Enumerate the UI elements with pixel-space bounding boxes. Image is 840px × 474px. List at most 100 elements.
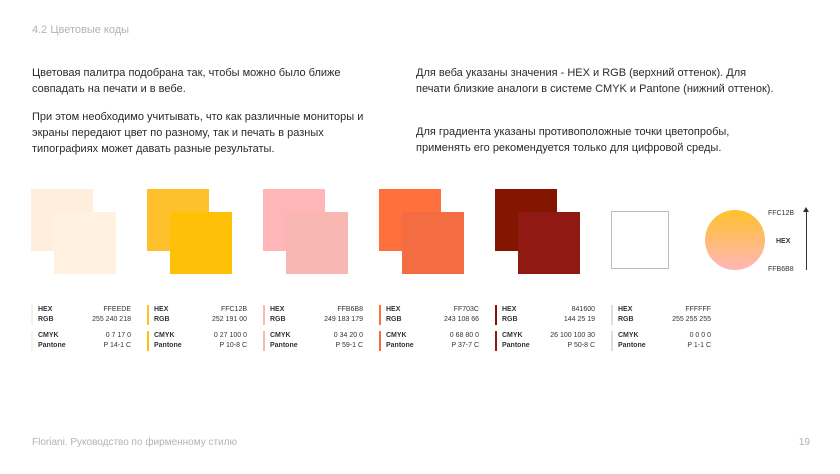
pantone-value: P 14-1 C	[103, 342, 132, 349]
cmyk-value: 0 34 20 0	[333, 332, 363, 339]
print-color-bar	[147, 331, 149, 351]
intro-paragraph-4: Для градиента указаны противоположные то…	[416, 126, 730, 154]
rgb-label: RGB	[502, 316, 518, 323]
page-number: 19	[798, 437, 810, 448]
rgb-label: RGB	[386, 316, 402, 323]
gradient-top-label: FFC12B	[768, 210, 795, 217]
color-swatch-4	[379, 189, 495, 279]
rgb-value: 255 255 255	[672, 316, 711, 323]
cmyk-label: CMYK	[154, 332, 175, 339]
rgb-label: RGB	[38, 316, 54, 323]
pantone-value: P 10-8 C	[219, 342, 248, 349]
web-color-bar	[379, 305, 381, 325]
print-color-bar	[379, 331, 381, 351]
pantone-value: P 50-8 C	[567, 342, 596, 349]
web-values: HEX FFEEDE RGB 255 240 218	[31, 305, 131, 325]
hex-value: FFEEDE	[103, 306, 131, 313]
print-values: CMYK 26 100 100 30 Pantone P 50-8 C	[495, 331, 595, 351]
gradient-circle	[705, 210, 765, 270]
pantone-label: Pantone	[386, 342, 414, 349]
rgb-label: RGB	[270, 316, 286, 323]
rgb-value: 255 240 218	[92, 316, 131, 323]
hex-label: HEX	[154, 306, 169, 313]
intro-paragraph-3: Для веба указаны значения - HEX и RGB (в…	[416, 67, 774, 95]
color-info-6: HEX FFFFFF RGB 255 255 255 CMYK 0 0 0 0 Pan…	[611, 305, 711, 351]
color-swatch-5	[495, 189, 611, 279]
print-values: CMYK 0 34 20 0 Pantone P 59-1 C	[263, 331, 363, 351]
swatch-print-shade	[170, 212, 232, 274]
cmyk-label: CMYK	[502, 332, 523, 339]
hex-value: FFB6B8	[337, 306, 363, 313]
web-color-bar	[495, 305, 497, 325]
hex-label: HEX	[386, 306, 401, 313]
print-values: CMYK 0 0 0 0 Pantone P 1-1 C	[611, 331, 711, 351]
web-values: HEX FF703C RGB 243 108 66	[379, 305, 479, 325]
section-title: 4.2 Цветовые коды	[32, 24, 130, 36]
cmyk-value: 0 0 0 0	[689, 332, 711, 339]
pantone-value: P 37-7 C	[451, 342, 480, 349]
hex-label: HEX	[502, 306, 517, 313]
intro-paragraph-1: Цветовая палитра подобрана так, чтобы мо…	[32, 67, 341, 95]
hex-label: HEX	[618, 306, 633, 313]
pantone-label: Pantone	[38, 342, 66, 349]
swatch-print-shade	[402, 212, 464, 274]
web-values: HEX FFB6B8 RGB 249 183 179	[263, 305, 363, 325]
hex-value: FFC12B	[220, 306, 247, 313]
rgb-value: 144 25 19	[563, 316, 595, 323]
hex-value: FF703C	[453, 306, 479, 313]
pantone-label: Pantone	[270, 342, 298, 349]
cmyk-label: CMYK	[618, 332, 639, 339]
pantone-label: Pantone	[502, 342, 530, 349]
rgb-value: 252 191 00	[211, 316, 247, 323]
cmyk-label: CMYK	[38, 332, 59, 339]
gradient-mid-label: HEX	[776, 238, 791, 245]
color-info-4: HEX FF703C RGB 243 108 66 CMYK 0 68 80 0 Pa…	[379, 305, 479, 351]
pantone-value: P 59-1 C	[335, 342, 364, 349]
color-swatch-3	[263, 189, 379, 279]
print-color-bar	[31, 331, 33, 351]
rgb-label: RGB	[154, 316, 170, 323]
pantone-value: P 1-1 C	[687, 342, 711, 349]
cmyk-value: 0 27 100 0	[213, 332, 247, 339]
web-values: HEX FFFFFF RGB 255 255 255	[611, 305, 711, 325]
hex-value: 841600	[571, 306, 595, 313]
print-color-bar	[495, 331, 497, 351]
print-color-bar	[611, 331, 613, 351]
swatch-print-shade	[286, 212, 348, 274]
pantone-label: Pantone	[154, 342, 182, 349]
print-values: CMYK 0 7 17 0 Pantone P 14-1 C	[31, 331, 131, 351]
swatch-print-shade	[518, 212, 580, 274]
color-info-1: HEX FFEEDE RGB 255 240 218 CMYK 0 7 17 0 Pa…	[31, 305, 131, 351]
web-color-bar	[611, 305, 613, 325]
cmyk-label: CMYK	[270, 332, 291, 339]
color-info-5: HEX 841600 RGB 144 25 19 CMYK 26 100 100 30…	[495, 305, 595, 351]
cmyk-value: 26 100 100 30	[550, 332, 595, 339]
web-values: HEX 841600 RGB 144 25 19	[495, 305, 595, 325]
rgb-value: 243 108 66	[443, 316, 479, 323]
web-color-bar	[263, 305, 265, 325]
color-swatch-6	[611, 189, 727, 279]
arrow-up-icon	[803, 207, 809, 212]
web-color-bar	[147, 305, 149, 325]
hex-value: FFFFFF	[685, 306, 711, 313]
cmyk-label: CMYK	[386, 332, 407, 339]
color-info-3: HEX FFB6B8 RGB 249 183 179 CMYK 0 34 20 0 P…	[263, 305, 363, 351]
color-swatch-2	[147, 189, 263, 279]
hex-label: HEX	[38, 306, 53, 313]
web-color-bar	[31, 305, 33, 325]
rgb-label: RGB	[618, 316, 634, 323]
web-values: HEX FFC12B RGB 252 191 00	[147, 305, 247, 325]
pantone-label: Pantone	[618, 342, 646, 349]
swatch-white	[611, 211, 669, 269]
gradient-arrow-line	[806, 212, 807, 270]
rgb-value: 249 183 179	[324, 316, 363, 323]
cmyk-value: 0 68 80 0	[449, 332, 479, 339]
print-color-bar	[263, 331, 265, 351]
hex-label: HEX	[270, 306, 285, 313]
cmyk-value: 0 7 17 0	[105, 332, 131, 339]
color-info-2: HEX FFC12B RGB 252 191 00 CMYK 0 27 100 0 P…	[147, 305, 247, 351]
footer-title: Floriani. Руководство по фирменному стил…	[32, 437, 237, 448]
print-values: CMYK 0 27 100 0 Pantone P 10-8 C	[147, 331, 247, 351]
print-values: CMYK 0 68 80 0 Pantone P 37-7 C	[379, 331, 479, 351]
gradient-bottom-label: FFB6B8	[768, 266, 794, 273]
